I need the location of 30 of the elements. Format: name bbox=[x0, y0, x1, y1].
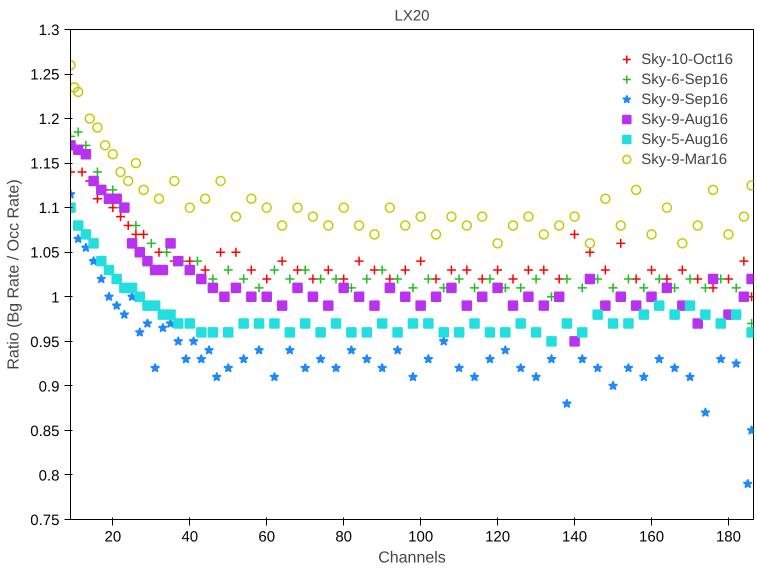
y-tick-label: 0.8 bbox=[38, 467, 60, 484]
y-tick-label: 1 bbox=[51, 289, 60, 306]
y-tick-label: 1.25 bbox=[30, 66, 60, 84]
x-axis-title: Channels bbox=[378, 550, 446, 566]
x-tick-label: 180 bbox=[716, 528, 742, 546]
y-tick-label: 0.95 bbox=[30, 334, 60, 351]
legend-label: Sky-10-Oct16 bbox=[641, 50, 733, 68]
y-tick-label: 1.15 bbox=[30, 156, 60, 173]
y-tick-label: 0.9 bbox=[38, 378, 60, 396]
x-tick-label: 80 bbox=[335, 528, 352, 546]
x-tick-label: 160 bbox=[639, 528, 664, 546]
legend-label: Sky-5-Aug16 bbox=[641, 130, 728, 148]
legend-label: Sky-9-Sep16 bbox=[641, 90, 728, 108]
legend-label: Sky-9-Aug16 bbox=[641, 110, 728, 128]
y-axis-title: Ratio (Bg Rate / Occ Rate) bbox=[5, 179, 22, 370]
x-tick-label: 100 bbox=[408, 528, 434, 546]
x-tick-label: 120 bbox=[485, 528, 510, 546]
y-tick-label: 1.3 bbox=[38, 22, 60, 39]
y-tick-label: 1.1 bbox=[38, 200, 60, 218]
y-tick-label: 1.05 bbox=[30, 244, 60, 262]
x-tick-label: 20 bbox=[104, 528, 122, 546]
y-tick-label: 0.75 bbox=[30, 512, 60, 529]
chart-title: LX20 bbox=[394, 8, 430, 24]
legend-label: Sky-9-Mar16 bbox=[641, 150, 728, 168]
legend-label: Sky-6-Sep16 bbox=[641, 70, 728, 88]
y-tick-label: 1.2 bbox=[38, 111, 60, 128]
y-tick-label: 0.85 bbox=[30, 422, 60, 440]
x-tick-label: 60 bbox=[258, 528, 276, 546]
x-tick-label: 140 bbox=[562, 528, 588, 546]
x-tick-label: 40 bbox=[181, 528, 198, 546]
